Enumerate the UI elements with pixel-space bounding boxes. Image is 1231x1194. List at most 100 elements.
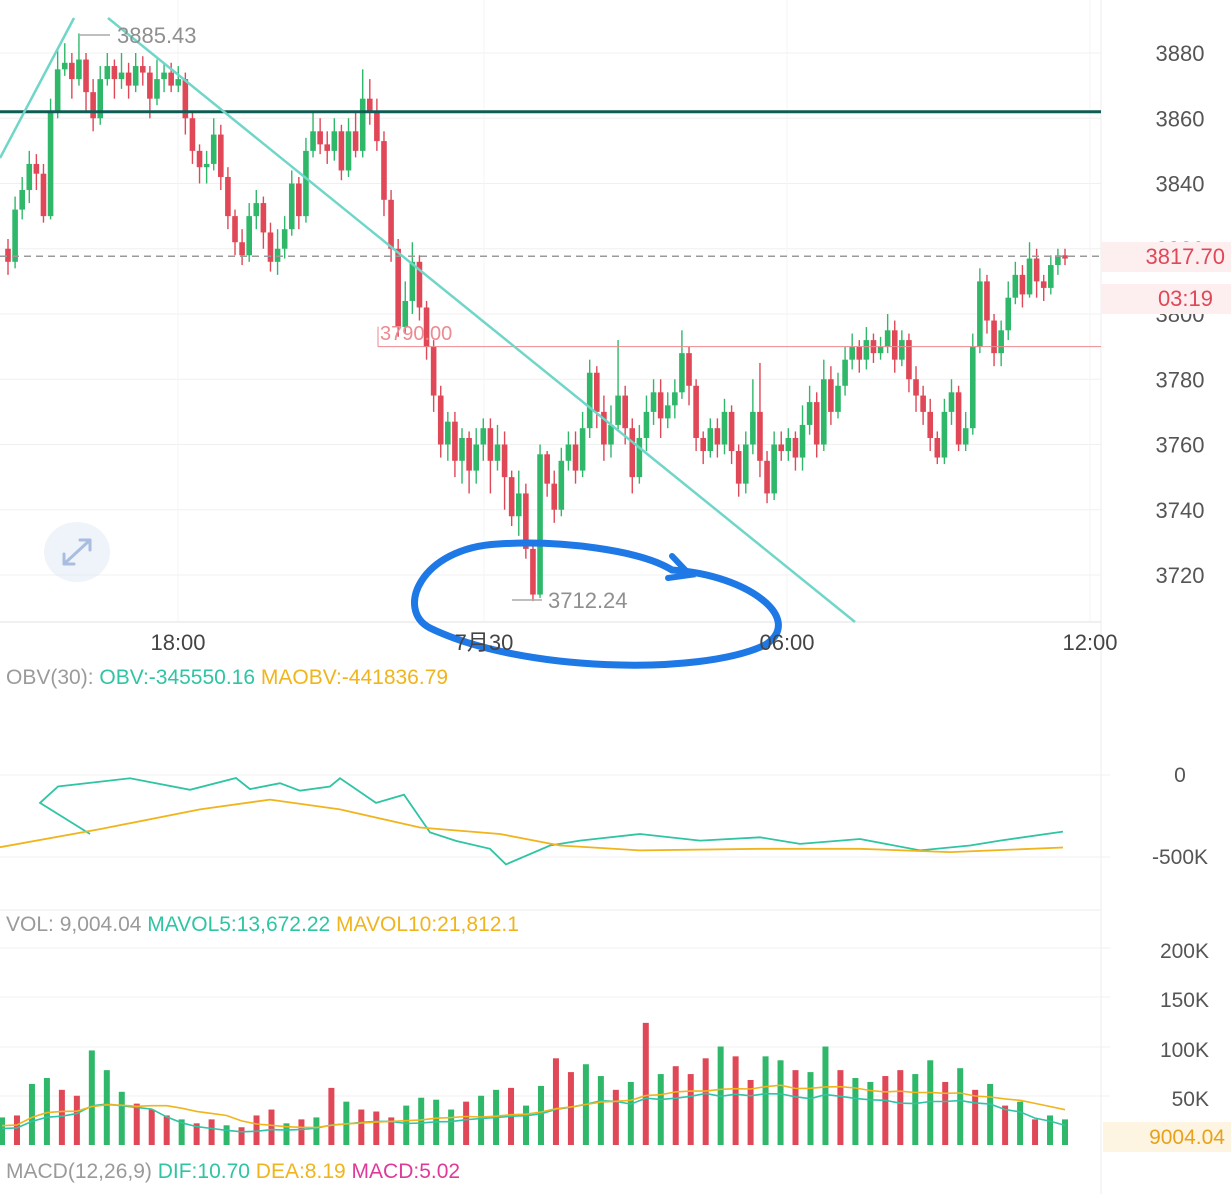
candle-body: [310, 131, 316, 151]
candle-body: [118, 72, 125, 80]
candle-body: [147, 72, 153, 99]
volume-bar: [193, 1123, 200, 1145]
candle-body: [778, 444, 785, 452]
volume-bar: [897, 1070, 904, 1145]
downtrend-line: [107, 17, 856, 623]
candle-body: [771, 444, 777, 494]
candle-body: [445, 421, 451, 445]
vol-y-tick: 150K: [1160, 989, 1209, 1012]
candle-body: [331, 131, 338, 151]
candle-body: [828, 379, 834, 412]
vol-current-badge: [1103, 1122, 1231, 1152]
candle-body: [735, 451, 742, 484]
candle-body: [1026, 258, 1033, 295]
candle-body: [452, 421, 458, 461]
volume-bar: [882, 1076, 889, 1145]
volume-bar: [807, 1072, 814, 1145]
volume-bar: [43, 1078, 50, 1145]
countdown-badge: [1101, 284, 1231, 314]
candle-body: [466, 437, 472, 471]
candle-body: [544, 454, 550, 484]
candle-body: [203, 163, 210, 168]
candle-body: [1033, 258, 1040, 282]
volume-bar: [537, 1085, 544, 1145]
macd-legend: MACD(12,26,9) DIF:10.70 DEA:8.19 MACD:5.…: [6, 1160, 460, 1184]
macd-value: MACD:5.02: [351, 1160, 461, 1183]
volume-bar: [478, 1095, 485, 1145]
dea-value: DEA:8.19: [255, 1160, 346, 1183]
candle-body: [891, 330, 898, 360]
volume-bar: [837, 1070, 844, 1145]
volume-bar: [148, 1109, 155, 1145]
candle-body: [523, 493, 529, 549]
candle-body: [934, 437, 941, 458]
volume-bar: [942, 1081, 949, 1145]
candle-body: [388, 199, 394, 249]
candle-body: [565, 444, 572, 461]
candle-body: [551, 483, 558, 510]
candle-body: [927, 411, 934, 438]
candle-body: [324, 144, 331, 151]
candle-body: [899, 340, 905, 360]
volume-bar: [642, 1022, 649, 1145]
candle-body: [984, 281, 990, 321]
current-price-badge: [1101, 242, 1231, 272]
candle-body: [54, 69, 61, 112]
candle-body: [97, 79, 104, 119]
candle-body: [941, 411, 948, 458]
volume-bar: [448, 1109, 455, 1145]
grid: [0, 52, 1110, 1097]
candle-body: [877, 346, 884, 354]
price-axis: 388038603840382038003780376037403720: [1156, 41, 1205, 588]
candle-body: [1019, 274, 1026, 295]
candle-body: [430, 346, 437, 396]
candle-body: [437, 395, 444, 445]
candle-body: [182, 79, 189, 119]
candle-body: [132, 66, 139, 86]
volume-bar: [403, 1105, 410, 1145]
candle-body: [33, 163, 40, 174]
candle-body: [579, 428, 586, 471]
candle-body: [792, 437, 799, 458]
candle-body: [1040, 281, 1047, 288]
candle-body: [416, 261, 423, 308]
volume-bar: [852, 1078, 859, 1145]
obv-legend: OBV(30): OBV:-345550.16 MAOBV:-441836.79: [6, 666, 448, 690]
vol-title: VOL: 9,004.04: [6, 913, 142, 936]
candle-body: [281, 229, 288, 249]
candle-body: [111, 66, 118, 80]
candle-body: [189, 118, 196, 151]
expand-icon: [62, 538, 92, 566]
candle-body: [707, 428, 714, 452]
high-label: 3885.43: [117, 23, 197, 48]
candle-body: [813, 402, 820, 445]
volume-bar: [13, 1115, 20, 1145]
candle-body: [139, 66, 146, 73]
candle-body: [26, 163, 33, 191]
candle-body: [501, 444, 508, 478]
candle-body: [40, 173, 47, 217]
candle-body: [366, 98, 373, 112]
candle-body: [629, 428, 636, 478]
candle-body: [849, 346, 855, 360]
volume-bar: [1002, 1105, 1009, 1145]
volume-bar: [627, 1081, 634, 1145]
volume-bar: [0, 1117, 5, 1145]
candle-body: [19, 190, 25, 210]
candle-body: [267, 232, 274, 262]
volume-bar: [747, 1079, 754, 1145]
candle-body: [799, 424, 806, 458]
candle-body: [480, 428, 487, 445]
candle-body: [821, 379, 827, 445]
candle-body: [785, 437, 792, 452]
candle-body: [806, 402, 813, 425]
candle-body: [955, 392, 962, 445]
annotation-hook: [665, 553, 697, 581]
candle-body: [409, 261, 416, 301]
candle-body: [423, 307, 430, 347]
candle-body: [494, 444, 501, 461]
expand-button[interactable]: [44, 522, 110, 582]
price-tick-label: 3880: [1156, 41, 1205, 66]
candle-body: [274, 248, 281, 262]
